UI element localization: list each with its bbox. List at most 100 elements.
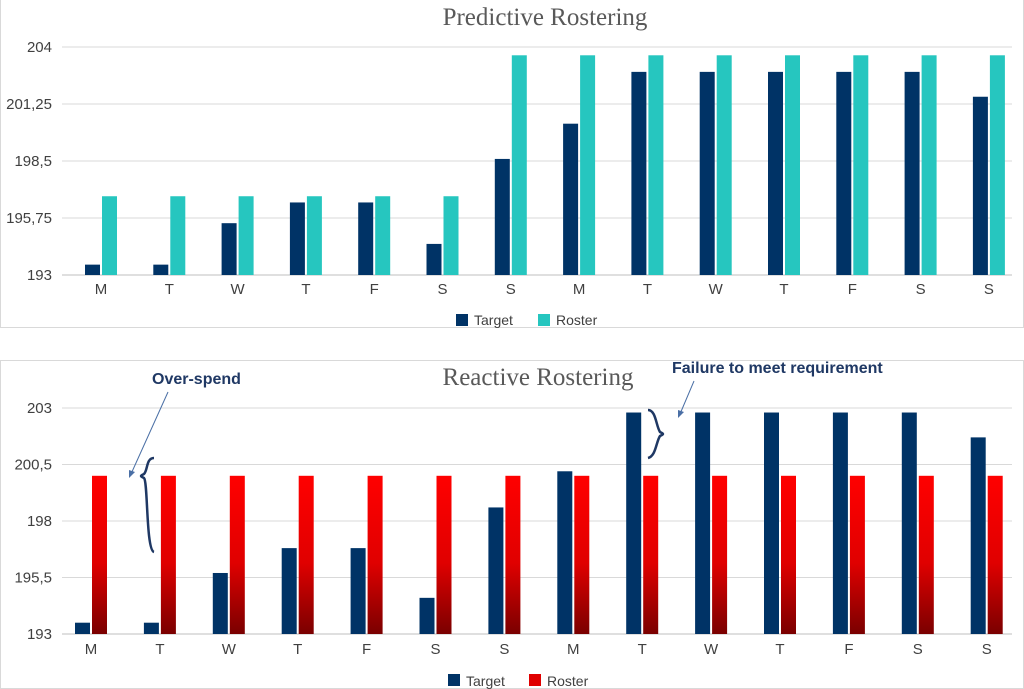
- x-tick-label: T: [643, 281, 652, 298]
- bar-roster: [436, 475, 452, 634]
- legend-label-target: Target: [474, 312, 513, 328]
- annotation-over-spend-arrowhead: [129, 470, 135, 478]
- x-tick-label: W: [704, 641, 719, 658]
- y-tick-label: 193: [27, 626, 52, 643]
- x-tick-label: T: [301, 281, 310, 298]
- over-spend-brace: [139, 456, 155, 554]
- chart-title-reactive: Reactive Rostering: [443, 364, 634, 391]
- bar-roster: [511, 55, 527, 275]
- bar-target: [289, 202, 305, 275]
- x-tick-label: F: [844, 641, 853, 658]
- annotation-failure-arrow: [679, 380, 695, 415]
- y-tick-label: 198: [27, 513, 52, 530]
- bar-roster: [102, 196, 117, 275]
- bar-roster: [648, 55, 664, 275]
- grid-predictive: [62, 46, 1012, 276]
- y-tick-label: 195,5: [14, 570, 52, 587]
- x-tick-label: T: [155, 641, 164, 658]
- legend-label-roster: Roster: [547, 673, 589, 689]
- x-tick-label: M: [573, 281, 586, 298]
- bar-target: [85, 264, 100, 275]
- x-tick-label: S: [982, 641, 992, 658]
- bar-roster: [987, 475, 1003, 634]
- bar-roster: [781, 475, 796, 634]
- legend-swatch-target: [448, 674, 460, 686]
- x-tick-label: T: [775, 641, 784, 658]
- x-tick-label: M: [95, 281, 108, 298]
- bar-target: [557, 471, 573, 634]
- bar-target: [488, 507, 504, 634]
- x-tick-label: M: [567, 641, 580, 658]
- bar-roster: [443, 196, 459, 275]
- x-tick-label: S: [913, 641, 923, 658]
- bar-target: [768, 71, 783, 275]
- bar-roster: [306, 196, 322, 275]
- legend-predictive: Target Roster: [456, 312, 598, 328]
- x-tick-label: F: [362, 641, 371, 658]
- y-tick-label: 193: [27, 267, 52, 284]
- x-tick-label: S: [499, 641, 509, 658]
- bar-target: [350, 548, 366, 634]
- legend-label-roster: Roster: [556, 312, 598, 328]
- bar-roster: [918, 475, 934, 634]
- bar-target: [699, 71, 715, 275]
- bar-roster: [712, 475, 728, 634]
- chart-title-predictive: Predictive Rostering: [443, 4, 648, 31]
- bar-target: [764, 412, 779, 634]
- bar-roster: [229, 475, 245, 634]
- bar-target: [143, 622, 159, 634]
- bar-target: [494, 158, 510, 275]
- bar-target: [281, 548, 297, 634]
- bar-roster: [921, 55, 937, 275]
- bar-target: [972, 96, 988, 275]
- legend-label-target: Target: [466, 673, 505, 689]
- annotation-failure-to-meet-requirement: Failure to meet requirement: [672, 360, 883, 377]
- x-tick-label: F: [370, 281, 379, 298]
- bar-roster: [92, 475, 107, 634]
- y-axis-reactive: 203 200,5 198 195,5 193: [14, 400, 52, 643]
- y-tick-label: 201,25: [6, 96, 52, 113]
- bar-target: [970, 437, 986, 634]
- bar-roster: [580, 55, 596, 275]
- bars-reactive: [75, 412, 1003, 634]
- y-tick-label: 203: [27, 400, 52, 417]
- y-tick-label: 204: [27, 39, 52, 56]
- bar-roster: [505, 475, 521, 634]
- bar-target: [221, 223, 237, 275]
- bar-roster: [643, 475, 659, 634]
- x-tick-label: T: [779, 281, 788, 298]
- x-tick-label: T: [638, 641, 647, 658]
- bar-roster: [853, 55, 869, 275]
- x-tick-label: M: [85, 641, 98, 658]
- bar-roster: [160, 475, 176, 634]
- bar-target: [563, 123, 579, 275]
- bar-roster: [375, 196, 391, 275]
- bar-target: [358, 202, 374, 275]
- failure-brace: [647, 408, 665, 460]
- y-axis-predictive: 204 201,25 198,5 195,75 193: [6, 39, 52, 284]
- y-tick-label: 198,5: [14, 153, 52, 170]
- bar-roster: [238, 196, 254, 275]
- bar-target: [212, 572, 228, 634]
- bar-roster: [574, 475, 590, 634]
- annotation-failure-arrowhead: [678, 410, 684, 418]
- bar-target: [426, 243, 442, 275]
- x-tick-label: S: [984, 281, 994, 298]
- bar-roster: [785, 55, 800, 275]
- x-tick-label: W: [709, 281, 724, 298]
- bar-roster: [989, 55, 1005, 275]
- grid-reactive: [62, 407, 1012, 635]
- bar-target: [901, 412, 917, 634]
- x-tick-label: F: [848, 281, 857, 298]
- bar-roster: [849, 475, 865, 634]
- bar-target: [695, 412, 711, 634]
- x-tick-label: T: [165, 281, 174, 298]
- bar-target: [904, 71, 920, 275]
- bar-roster: [716, 55, 732, 275]
- bars-predictive: [85, 55, 1005, 275]
- bar-target: [631, 71, 647, 275]
- legend-reactive: Target Roster: [448, 673, 589, 689]
- bar-target: [153, 264, 169, 275]
